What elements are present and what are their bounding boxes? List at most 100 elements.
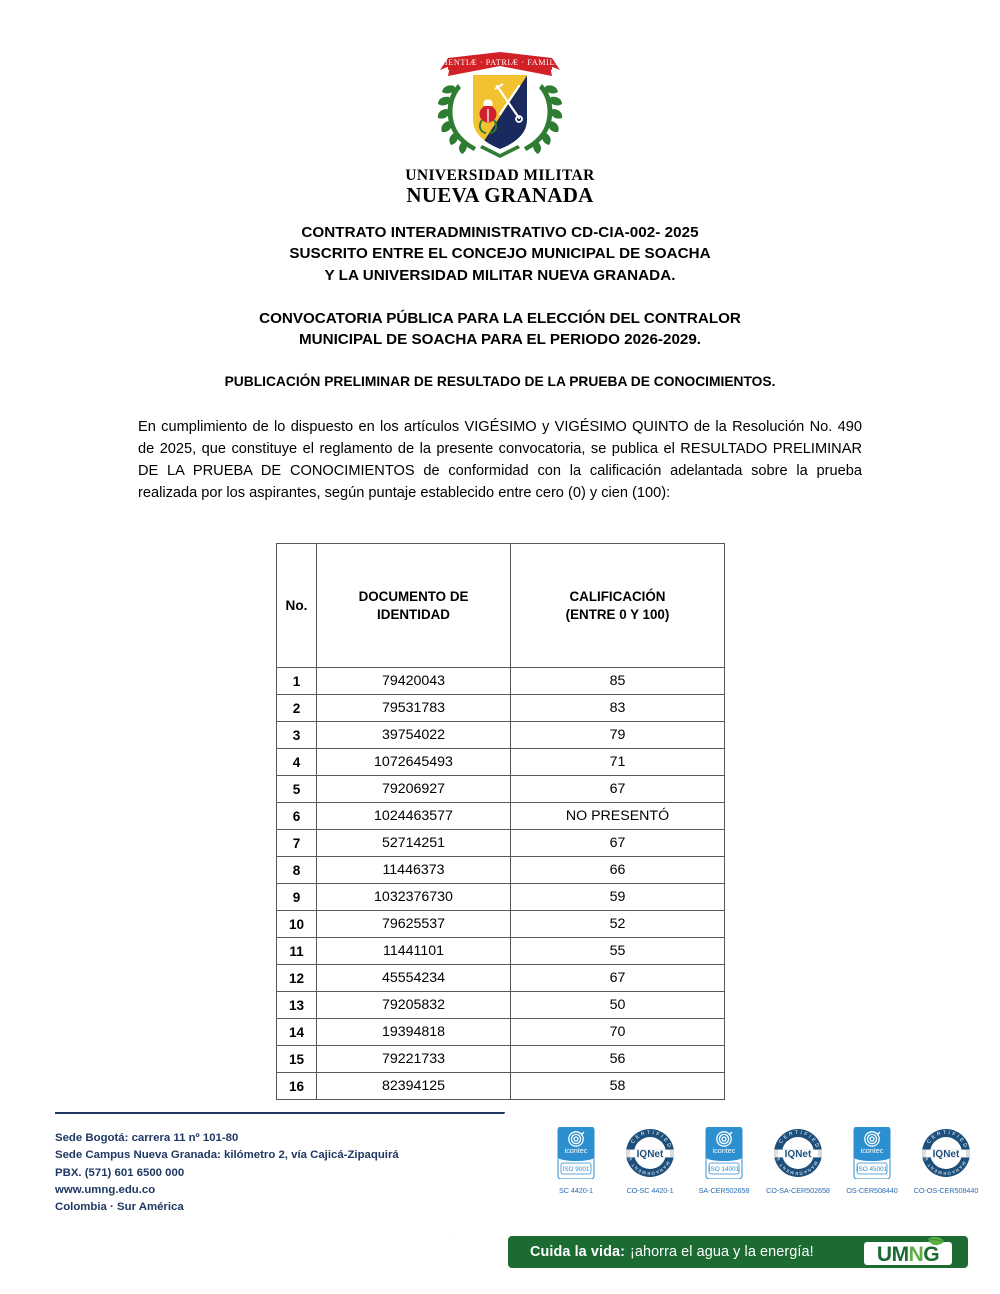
- cell-calificacion: 67: [510, 964, 725, 992]
- cell-calificacion: 52: [510, 910, 725, 938]
- certification-badges: icontec ISO 9001 SC 4420-1 IQNet CERTIFI…: [543, 1127, 979, 1195]
- cell-calificacion: 85: [510, 667, 725, 695]
- certification-badge: icontec ISO 14001 SA-CER502658: [691, 1127, 757, 1195]
- cell-calificacion: 70: [510, 1018, 725, 1046]
- iqnet-badge-icon: IQNet CERTIFIED MANAGEMENT SYSTEM: [920, 1127, 970, 1177]
- cell-calificacion: 67: [510, 775, 725, 803]
- convocatoria-title-line1: CONVOCATORIA PÚBLICA PARA LA ELECCIÓN DE…: [259, 309, 741, 327]
- table-row: 6 1024463577 NO PRESENTÓ: [276, 802, 725, 830]
- cell-no: 8: [276, 856, 317, 884]
- footer-divider: [55, 1112, 947, 1114]
- contract-title: CONTRATO INTERADMINISTRATIVO CD-CIA-002-…: [138, 222, 862, 286]
- header-documento: DOCUMENTO DE IDENTIDAD: [316, 543, 511, 668]
- publication-subtitle: PUBLICACIÓN PRELIMINAR DE RESULTADO DE L…: [224, 374, 776, 390]
- cell-no: 14: [276, 1018, 317, 1046]
- cell-documento: 79205832: [316, 991, 511, 1019]
- umng-brand-logo-icon: UMNG: [864, 1237, 952, 1266]
- certification-badge: IQNet CERTIFIED MANAGEMENT SYSTEM CO-OS-…: [913, 1127, 979, 1195]
- cell-calificacion: 59: [510, 883, 725, 911]
- icontec-badge-icon: icontec ISO 14001: [705, 1127, 743, 1179]
- cell-calificacion: 55: [510, 937, 725, 965]
- address-country: Colombia · Sur América: [55, 1201, 184, 1214]
- address-bogota: Sede Bogotá: carrera 11 nº 101-80: [55, 1132, 239, 1144]
- cell-calificacion: 83: [510, 694, 725, 722]
- intro-paragraph: En cumplimiento de lo dispuesto en los a…: [138, 418, 862, 502]
- address-campus: Sede Campus Nueva Granada: kilómetro 2, …: [55, 1149, 399, 1162]
- cell-calificacion: 50: [510, 991, 725, 1019]
- svg-text:IQNet: IQNet: [785, 1149, 812, 1160]
- certification-code: CO-OS-CER508440: [913, 1186, 979, 1195]
- university-crest-icon: SCIENTIÆ · PATRIÆ · FAMILIÆ: [434, 52, 566, 158]
- table-row: 16 82394125 58: [276, 1072, 725, 1100]
- cell-calificacion: 56: [510, 1045, 725, 1073]
- svg-text:IQNet: IQNet: [933, 1149, 960, 1160]
- convocatoria-title: CONVOCATORIA PÚBLICA PARA LA ELECCIÓN DE…: [138, 308, 862, 351]
- contract-title-line3: Y LA UNIVERSIDAD MILITAR NUEVA GRANADA.: [324, 266, 676, 284]
- cell-documento: 45554234: [316, 964, 511, 992]
- cell-calificacion: 66: [510, 856, 725, 884]
- certification-badge: IQNet CERTIFIED MANAGEMENT SYSTEM CO-SA-…: [765, 1127, 831, 1195]
- logo-wordmark: UNIVERSIDAD MILITAR NUEVA GRANADA: [405, 168, 594, 206]
- contract-title-line1: CONTRATO INTERADMINISTRATIVO CD-CIA-002-…: [301, 224, 699, 241]
- cell-calificacion: 79: [510, 721, 725, 749]
- address-phone: PBX. (571) 601 6500 000: [55, 1166, 185, 1179]
- cell-documento: 39754022: [316, 721, 511, 749]
- slogan-normal: ¡ahorra el agua y la energía!: [629, 1244, 814, 1260]
- cell-documento: 11446373: [316, 856, 511, 884]
- certification-code: CO-SC 4420-1: [626, 1186, 674, 1195]
- cell-no: 16: [276, 1072, 317, 1100]
- cell-no: 5: [276, 775, 317, 803]
- cell-documento: 19394818: [316, 1018, 511, 1046]
- header-no: No.: [276, 543, 317, 668]
- table-row: 13 79205832 50: [276, 991, 725, 1019]
- footer-address: Sede Bogotá: carrera 11 nº 101-80 Sede C…: [55, 1130, 399, 1217]
- cell-documento: 1032376730: [316, 883, 511, 911]
- certification-badge: IQNet CERTIFIED MANAGEMENT SYSTEM CO-SC …: [617, 1127, 683, 1195]
- header-documento-line1: DOCUMENTO DE: [358, 589, 469, 605]
- cell-documento: 52714251: [316, 829, 511, 857]
- header-documento-line2: IDENTIDAD: [377, 606, 450, 622]
- cell-no: 7: [276, 829, 317, 857]
- logo-name-line1: UNIVERSIDAD MILITAR: [405, 167, 595, 184]
- cell-calificacion: NO PRESENTÓ: [510, 802, 725, 830]
- cell-no: 15: [276, 1045, 317, 1073]
- convocatoria-title-line2: MUNICIPAL DE SOACHA PARA EL PERIODO 2026…: [299, 331, 701, 349]
- results-table-body: 1 79420043 85 2 79531783 83 3 39754022 79 4 107264…: [276, 667, 725, 1100]
- results-table: No. DOCUMENTO DE IDENTIDAD CALIFICACIÓN …: [276, 543, 725, 1100]
- icontec-badge-icon: icontec ISO 45001: [853, 1127, 891, 1179]
- table-row: 3 39754022 79: [276, 721, 725, 749]
- cell-no: 13: [276, 991, 317, 1019]
- certification-code: SC 4420-1: [559, 1186, 593, 1195]
- iqnet-badge-icon: IQNet CERTIFIED MANAGEMENT SYSTEM: [772, 1127, 822, 1177]
- certification-code: OS-CER508440: [846, 1186, 898, 1195]
- table-row: 2 79531783 83: [276, 694, 725, 722]
- cell-no: 4: [276, 748, 317, 776]
- table-row: 1 79420043 85: [276, 667, 725, 695]
- table-row: 15 79221733 56: [276, 1045, 725, 1073]
- cell-documento: 1024463577: [316, 802, 511, 830]
- cell-calificacion: 71: [510, 748, 725, 776]
- cell-documento: 79221733: [316, 1045, 511, 1073]
- header-calificacion-line2: (ENTRE 0 Y 100): [565, 606, 670, 622]
- cell-no: 3: [276, 721, 317, 749]
- cell-documento: 11441101: [316, 937, 511, 965]
- certifications-panel: icontec ISO 9001 SC 4420-1 IQNet CERTIFI…: [455, 1107, 1000, 1239]
- svg-text:ISO 14001: ISO 14001: [709, 1166, 740, 1173]
- logo-name-line2: NUEVA GRANADA: [406, 182, 594, 207]
- table-row: 9 1032376730 59: [276, 883, 725, 911]
- address-website[interactable]: www.umng.edu.co: [55, 1183, 156, 1196]
- iqnet-badge-icon: IQNet CERTIFIED MANAGEMENT SYSTEM: [624, 1127, 674, 1177]
- svg-text:icontec: icontec: [565, 1146, 588, 1155]
- certification-badge: icontec ISO 45001 OS-CER508440: [839, 1127, 905, 1195]
- cell-no: 2: [276, 694, 317, 722]
- cell-documento: 79625537: [316, 910, 511, 938]
- header-calificacion: CALIFICACIÓN (ENTRE 0 Y 100): [510, 543, 725, 668]
- svg-text:IQNet: IQNet: [637, 1149, 664, 1160]
- table-row: 5 79206927 67: [276, 775, 725, 803]
- table-row: 4 1072645493 71: [276, 748, 725, 776]
- cell-no: 1: [276, 667, 317, 695]
- cell-calificacion: 67: [510, 829, 725, 857]
- eco-slogan-bar: Cuida la vida: ¡ahorra el agua y la ener…: [508, 1236, 968, 1268]
- header-calificacion-line1: CALIFICACIÓN: [569, 589, 666, 605]
- table-row: 7 52714251 67: [276, 829, 725, 857]
